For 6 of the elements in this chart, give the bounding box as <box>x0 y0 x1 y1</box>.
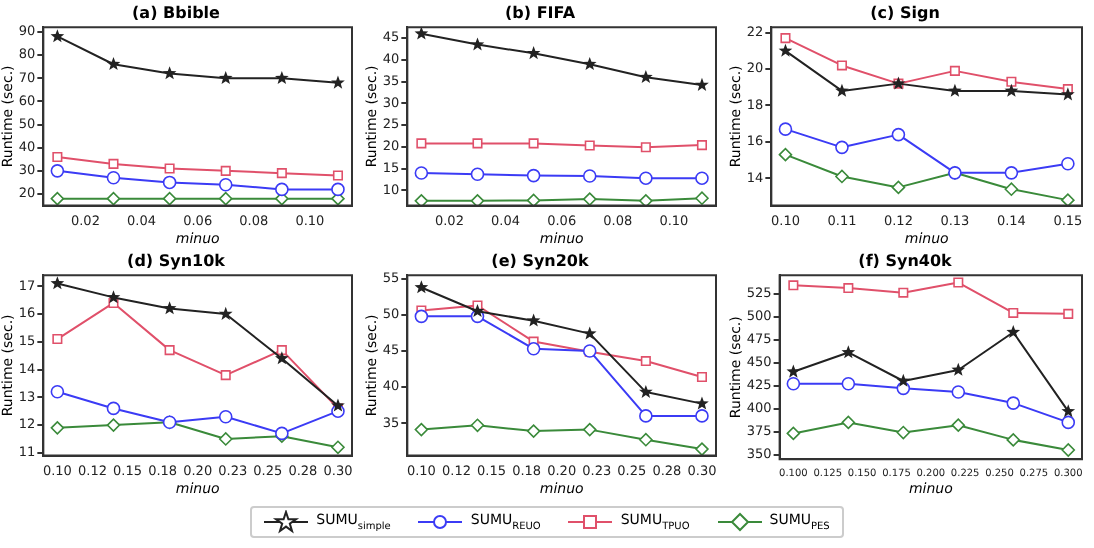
chart-title: (e) Syn20k <box>491 251 590 270</box>
chart-title: (d) Syn10k <box>127 251 227 270</box>
chart-title: (c) Sign <box>870 3 941 22</box>
chart-title: (f) Syn40k <box>858 251 954 270</box>
chart-title: (a) Bbible <box>132 3 222 22</box>
chart-title: (b) FIFA <box>504 3 577 22</box>
